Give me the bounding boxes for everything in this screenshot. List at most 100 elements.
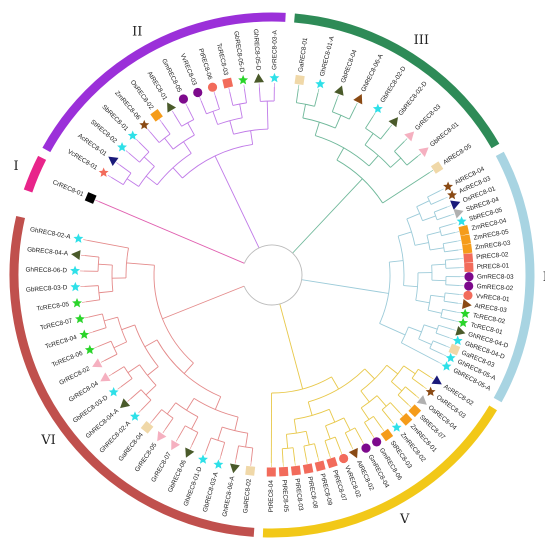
branch (376, 395, 387, 407)
tip-connector (452, 222, 457, 225)
branch (285, 434, 289, 449)
branch (348, 106, 356, 120)
tip-connector (355, 102, 358, 107)
branch (430, 294, 445, 298)
clade-label-III: III (414, 33, 429, 48)
cyan-star-icon (117, 142, 127, 152)
cyan-star-icon (213, 459, 224, 469)
tree-branches (80, 83, 464, 467)
salmon-square-icon (463, 253, 474, 263)
leaf-label: GbREC8-04 (340, 48, 359, 83)
leaf-label: PtREC8-08 (306, 476, 319, 509)
branch (250, 130, 254, 145)
branch (343, 417, 351, 431)
branch (379, 323, 406, 336)
clade-label-I: I (14, 159, 19, 174)
green-star-icon (458, 317, 469, 328)
tip-connector (228, 87, 231, 92)
leaf-label: GbREC8-05-D (232, 31, 245, 74)
cyan-star-icon (73, 233, 84, 243)
tip-connector (100, 360, 105, 363)
branch (331, 376, 339, 390)
branch-arc (435, 325, 440, 334)
branch (266, 101, 269, 130)
branch (229, 91, 234, 106)
branch-arc (303, 443, 315, 447)
branch (119, 164, 132, 174)
leaf-label: GbREC8-03-D (26, 284, 68, 294)
branch (127, 364, 140, 374)
branch (143, 156, 155, 167)
branch (214, 95, 220, 110)
leaf-label: PtREC8-06 (197, 48, 214, 81)
green-star-icon (72, 297, 82, 308)
branch (415, 299, 430, 304)
branch (183, 362, 194, 374)
leaf-label: PtREC8-02 (476, 251, 509, 261)
orange-square-icon (458, 225, 470, 236)
clade-arc-IV (493, 151, 535, 403)
tip-connector (390, 420, 394, 424)
branch-arc (406, 218, 416, 246)
branch (191, 432, 199, 446)
tip-connector (447, 205, 452, 208)
branch (334, 115, 342, 129)
tip-connector (219, 455, 222, 460)
orange-square-icon (462, 243, 473, 254)
cyan-star-icon (445, 352, 456, 363)
clade-arc-V (262, 405, 498, 538)
branch (354, 427, 363, 441)
gray-triangle-icon (416, 395, 427, 405)
leaf-label: GaREC8-02 (242, 478, 253, 514)
branch (314, 443, 319, 458)
salmon-square-icon (266, 467, 276, 477)
branch (128, 152, 140, 163)
brown-triangle-icon (353, 94, 363, 105)
olive-triangle-icon (388, 117, 399, 128)
tip-connector (371, 434, 375, 438)
branch-arc (140, 389, 152, 401)
tip-connector (449, 337, 454, 340)
orange-square-icon (399, 413, 413, 426)
branch (84, 255, 99, 258)
tip-connector (399, 412, 403, 416)
purple-circle-icon (464, 272, 474, 282)
tip-connector (450, 213, 455, 216)
tip-connector (417, 153, 422, 157)
branch (406, 213, 420, 220)
tip-connector (415, 395, 420, 399)
branch (235, 445, 240, 460)
leaf-label: GhREC8-06-A (360, 52, 385, 93)
tip-connector (213, 91, 216, 96)
tip-connector (458, 249, 463, 251)
salmon-square-icon (222, 77, 234, 89)
tip-connector (147, 128, 151, 133)
branch (408, 326, 422, 333)
cyan-star-icon (198, 454, 208, 464)
branch (435, 332, 450, 339)
leaf-label: GrREC8-03 (414, 103, 443, 132)
branch (234, 416, 239, 431)
clade-arc-VI (9, 215, 255, 537)
leaf-label: VvREC8-03 (179, 53, 198, 87)
branch-arc (345, 427, 356, 434)
brown-star-icon (425, 386, 436, 397)
cyan-star-icon (315, 78, 326, 89)
branch (431, 263, 446, 266)
branch (418, 338, 432, 345)
branch-arc (243, 244, 303, 306)
orange-square-icon (408, 404, 422, 418)
branch (391, 381, 403, 392)
cyan-star-icon (456, 216, 467, 226)
branch (324, 440, 330, 455)
leaf-label: GbREC8-03-A (202, 471, 220, 513)
branch-arc (156, 339, 221, 398)
branch (386, 364, 399, 375)
tip-connector (381, 427, 385, 432)
clade-arc-II (42, 12, 286, 153)
leaf-label: PtREC8-01 (477, 263, 510, 271)
branch (98, 263, 113, 266)
tip-connector (162, 429, 166, 434)
branch (441, 232, 456, 237)
leaf-label: VvREC8-01 (476, 293, 511, 303)
